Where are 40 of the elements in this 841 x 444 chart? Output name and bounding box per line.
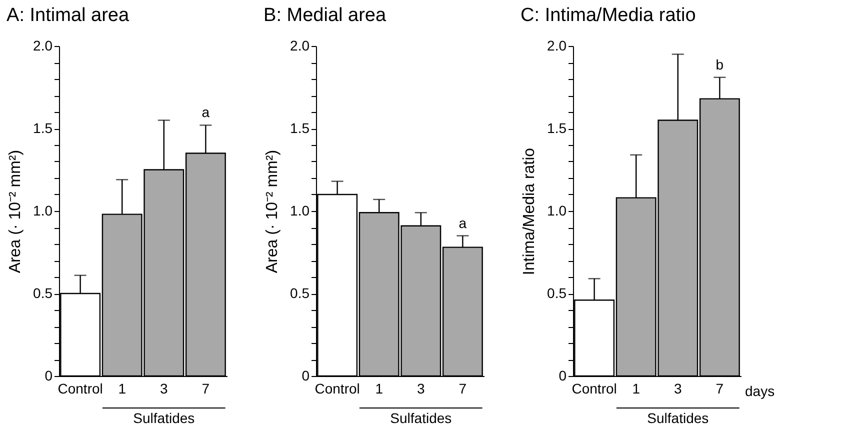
annotation: a [202,104,210,120]
y-tick-label: 2.0 [547,38,567,54]
x-tick-label: 3 [416,380,425,396]
y-axis-title: Intima/Media ratio [521,148,538,276]
y-tick-label: 1.0 [547,202,567,218]
y-tick-label: 1.5 [547,120,567,136]
y-tick-label: 2.0 [33,38,53,54]
y-tick-label: 0 [44,368,53,384]
x-tick-label: Control [58,380,103,396]
x-tick-label: 1 [118,380,126,396]
x-axis-title: Sulfatides [390,410,452,426]
x-tick-label: Control [314,380,360,396]
text: days [745,383,775,399]
x-tick-label: 1 [375,380,384,396]
x-tick-label: 1 [632,380,640,396]
x-tick-label: 3 [160,380,168,396]
chart-title: C: Intima/Media ratio [520,5,696,26]
x-tick-label: Control [572,380,617,396]
x-axis-title: Sulfatides [647,410,709,426]
y-tick-label: 0.5 [547,285,567,301]
y-tick-label: 2.0 [290,38,310,54]
y-tick-label: 1.0 [290,202,310,218]
x-tick-label: 3 [674,380,682,396]
y-tick-label: 1.5 [33,120,53,136]
chart-title: A: Intimal area [6,5,130,26]
y-tick-label: 0 [302,368,310,384]
y-tick-label: 0 [558,368,567,384]
y-tick-label: 1.5 [290,120,310,136]
annotation: a [458,214,467,231]
chart-title: B: Medial area [264,5,386,26]
y-axis-title: Area (· 10⁻² mm²) [7,150,24,274]
annotation: b [716,56,724,72]
x-tick-label: 7 [202,380,210,396]
y-tick-label: 1.0 [33,202,53,218]
y-tick-label: 0.5 [290,285,310,301]
y-axis-title: Area (· 10⁻² mm²) [264,150,282,274]
y-tick-label: 0.5 [33,285,53,301]
x-tick-label: 7 [716,380,724,396]
x-axis-title: Sulfatides [133,410,195,426]
x-tick-label: 7 [458,380,467,396]
